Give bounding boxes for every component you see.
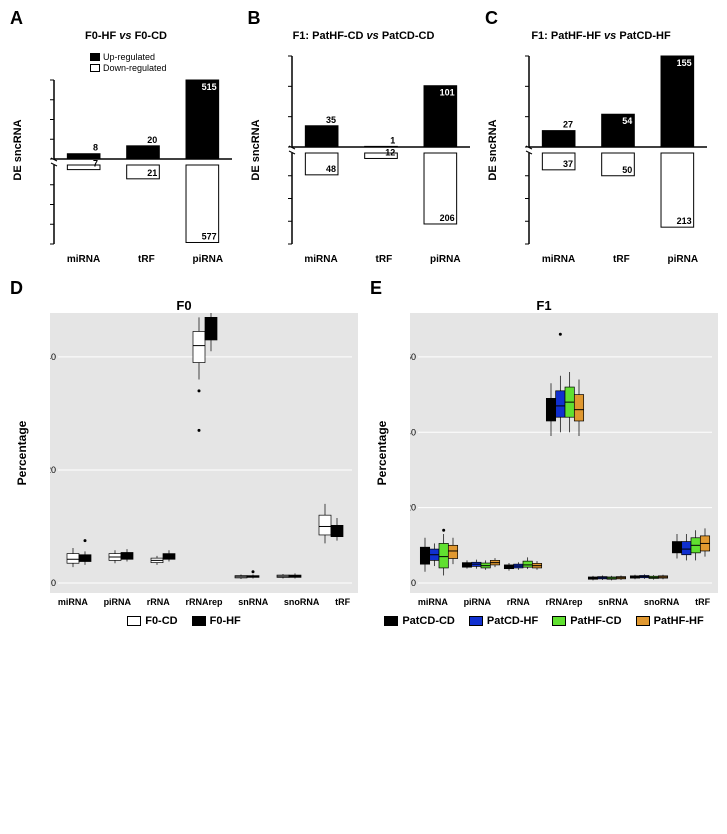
panel-c: C F1: PatHF-HF vs PatCD-HF DE sncRNA 050… [485,10,717,265]
panel-d-label: D [10,278,23,299]
panel-a-legend: Up-regulated Down-regulated [90,52,167,74]
panel-e-title: F1 [370,298,718,313]
svg-text:577: 577 [202,231,217,241]
svg-text:21: 21 [147,168,157,178]
panel-b-title: F1: PatHF-CD vs PatCD-CD [248,30,480,42]
panel-d-xlabels: miRNApiRNArRNArRNArepsnRNAsnoRNAtRF [50,597,358,607]
panel-d-title: F0 [10,298,358,313]
svg-text:40: 40 [410,427,416,437]
svg-text:0: 0 [411,578,416,588]
svg-text:1: 1 [390,135,395,145]
panel-d-legend: F0-CDF0-HF [10,615,358,627]
panel-b-chart: DE sncRNA 050100150-50-150-200-250354811… [286,50,480,250]
svg-text:20: 20 [147,135,157,145]
panel-c-ylabel: DE sncRNA [487,119,499,180]
panel-a-title: F0-HF vs F0-CD [10,30,242,42]
panel-e-chart: Percentage 0204060 [410,313,718,593]
panel-a-ylabel: DE sncRNA [12,119,24,180]
panel-a-chart: DE sncRNA Up-regulated Down-regulated 03… [48,50,242,250]
panel-e-legend: PatCD-CDPatCD-HFPatHF-CDPatHF-HF [370,615,718,627]
svg-text:60: 60 [410,352,416,362]
svg-text:515: 515 [202,82,217,92]
panel-d-chart: Percentage 02040 [50,313,358,593]
panel-a-xlabels: miRNAtRFpiRNA [48,254,242,265]
panel-b-ylabel: DE sncRNA [250,119,262,180]
svg-text:37: 37 [563,159,573,169]
svg-text:20: 20 [50,465,56,475]
svg-text:40: 40 [50,352,56,362]
svg-text:155: 155 [677,58,692,68]
panel-e-xlabels: miRNApiRNArRNArRNArepsnRNAsnoRNAtRF [410,597,718,607]
panel-c-label: C [485,8,498,29]
svg-text:213: 213 [677,216,692,226]
panel-b-xlabels: miRNAtRFpiRNA [286,254,480,265]
panel-a-label: A [10,8,23,29]
panel-b-label: B [248,8,261,29]
svg-text:101: 101 [439,88,454,98]
svg-text:12: 12 [385,147,395,157]
panel-b: B F1: PatHF-CD vs PatCD-CD DE sncRNA 050… [248,10,480,265]
bottom-row: D F0 Percentage 0 20 40 miRNApiRNArRNArRNA… [10,280,717,627]
panel-e-ylabel: Percentage [375,421,389,486]
top-row: A F0-HF vs F0-CD DE sncRNA Up-regulated … [10,10,717,265]
panel-e: E F1 Percentage 0 20 40 60 miRNApiRNArRNArR… [370,280,718,627]
svg-text:8: 8 [93,143,98,153]
svg-text:35: 35 [325,115,335,125]
svg-text:27: 27 [563,120,573,130]
svg-text:206: 206 [439,213,454,223]
panel-d: D F0 Percentage 0 20 40 miRNApiRNArRNArRNA… [10,280,358,627]
svg-text:54: 54 [622,116,632,126]
svg-text:50: 50 [622,165,632,175]
panel-c-title: F1: PatHF-HF vs PatCD-HF [485,30,717,42]
svg-text:0: 0 [51,578,56,588]
svg-text:7: 7 [93,159,98,169]
panel-d-ylabel: Percentage [15,421,29,486]
panel-c-xlabels: miRNAtRFpiRNA [523,254,717,265]
panel-c-chart: DE sncRNA 050100150-50-100-200-250273754… [523,50,717,250]
panel-e-label: E [370,278,382,299]
svg-text:48: 48 [325,164,335,174]
panel-a: A F0-HF vs F0-CD DE sncRNA Up-regulated … [10,10,242,265]
svg-text:20: 20 [410,503,416,513]
